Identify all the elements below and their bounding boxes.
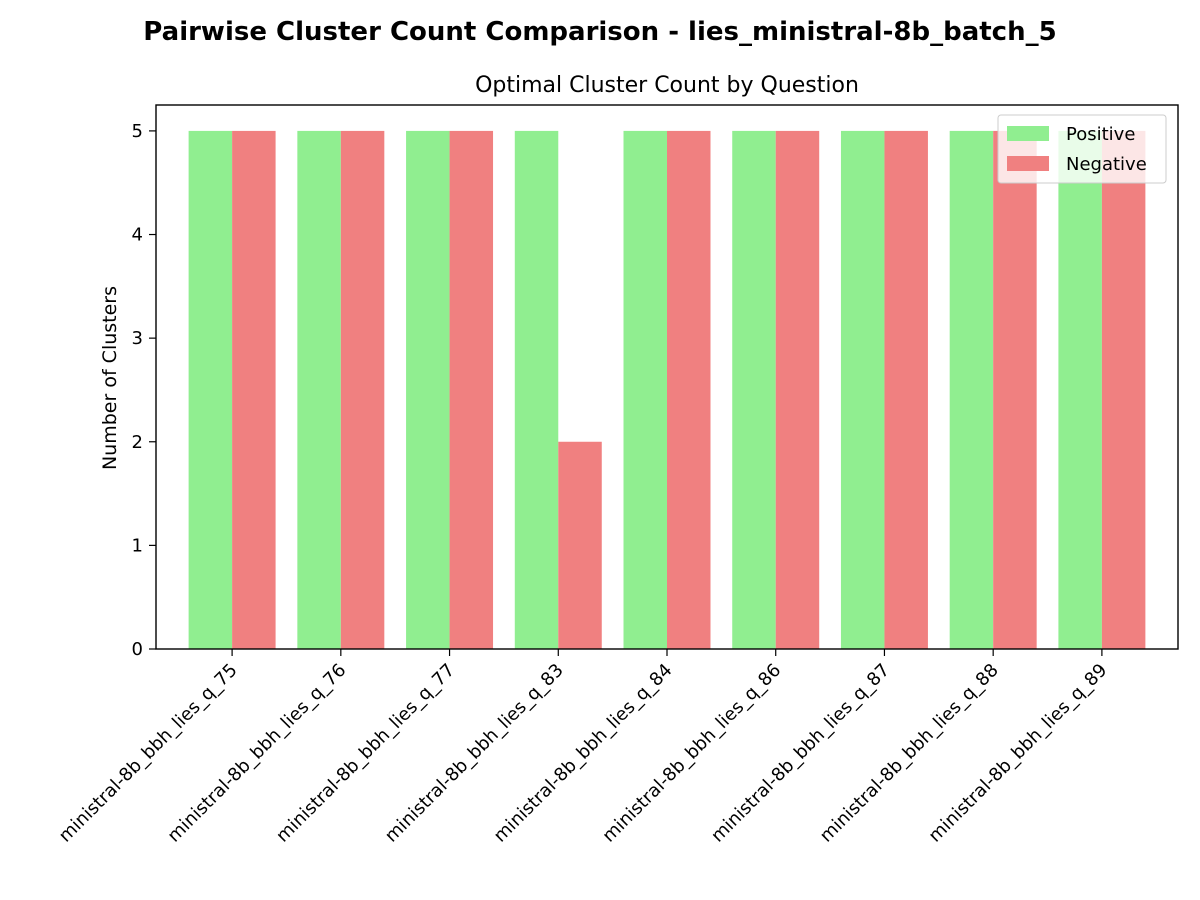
- plot-area: 012345ministral-8b_bbh_lies_q_75ministra…: [55, 104, 1179, 847]
- legend-label-positive: Positive: [1066, 124, 1135, 145]
- x-tick-label-6: ministral-8b_bbh_lies_q_87: [707, 660, 894, 847]
- bar-positive-2: [406, 130, 450, 649]
- x-tick-label-5: ministral-8b_bbh_lies_q_86: [598, 660, 785, 847]
- bar-negative-7: [993, 130, 1037, 649]
- y-axis-label: Number of Clusters: [99, 286, 121, 470]
- bar-negative-2: [449, 130, 494, 649]
- x-tick-label-2: ministral-8b_bbh_lies_q_77: [272, 660, 459, 847]
- x-tick-label-0: ministral-8b_bbh_lies_q_75: [55, 660, 242, 847]
- bar-positive-3: [514, 130, 559, 649]
- bar-positive-6: [840, 130, 885, 649]
- chart-suptitle: Pairwise Cluster Count Comparison - lies…: [143, 17, 1056, 47]
- bar-negative-5: [775, 130, 820, 649]
- legend-swatch-negative: [1007, 156, 1049, 171]
- bar-positive-4: [623, 130, 667, 649]
- y-tick-label-3: 3: [132, 328, 143, 349]
- bar-negative-1: [340, 130, 385, 649]
- x-tick-label-1: ministral-8b_bbh_lies_q_76: [164, 660, 351, 847]
- legend-swatch-positive: [1007, 126, 1049, 141]
- y-tick-label-1: 1: [132, 535, 143, 556]
- bar-negative-0: [232, 130, 276, 649]
- bar-negative-4: [667, 130, 711, 649]
- y-tick-label-5: 5: [132, 121, 143, 142]
- x-tick-label-4: ministral-8b_bbh_lies_q_84: [490, 660, 677, 847]
- bar-positive-1: [297, 130, 341, 649]
- y-tick-label-2: 2: [132, 432, 143, 453]
- bar-positive-7: [949, 130, 994, 649]
- x-tick-label-8: ministral-8b_bbh_lies_q_89: [925, 660, 1112, 847]
- x-tick-label-3: ministral-8b_bbh_lies_q_83: [381, 660, 568, 847]
- bar-positive-5: [732, 130, 776, 649]
- y-tick-label-4: 4: [132, 225, 143, 246]
- bar-negative-6: [884, 130, 928, 649]
- x-tick-label-7: ministral-8b_bbh_lies_q_88: [816, 660, 1003, 847]
- y-tick-label-0: 0: [132, 639, 143, 660]
- legend-label-negative: Negative: [1066, 154, 1147, 175]
- legend: Positive Negative: [997, 114, 1167, 184]
- bar-positive-0: [188, 130, 233, 649]
- bar-negative-3: [558, 441, 602, 649]
- chart-title: Optimal Cluster Count by Question: [475, 73, 859, 98]
- bar-negative-8: [1101, 130, 1146, 649]
- bar-positive-8: [1058, 130, 1102, 649]
